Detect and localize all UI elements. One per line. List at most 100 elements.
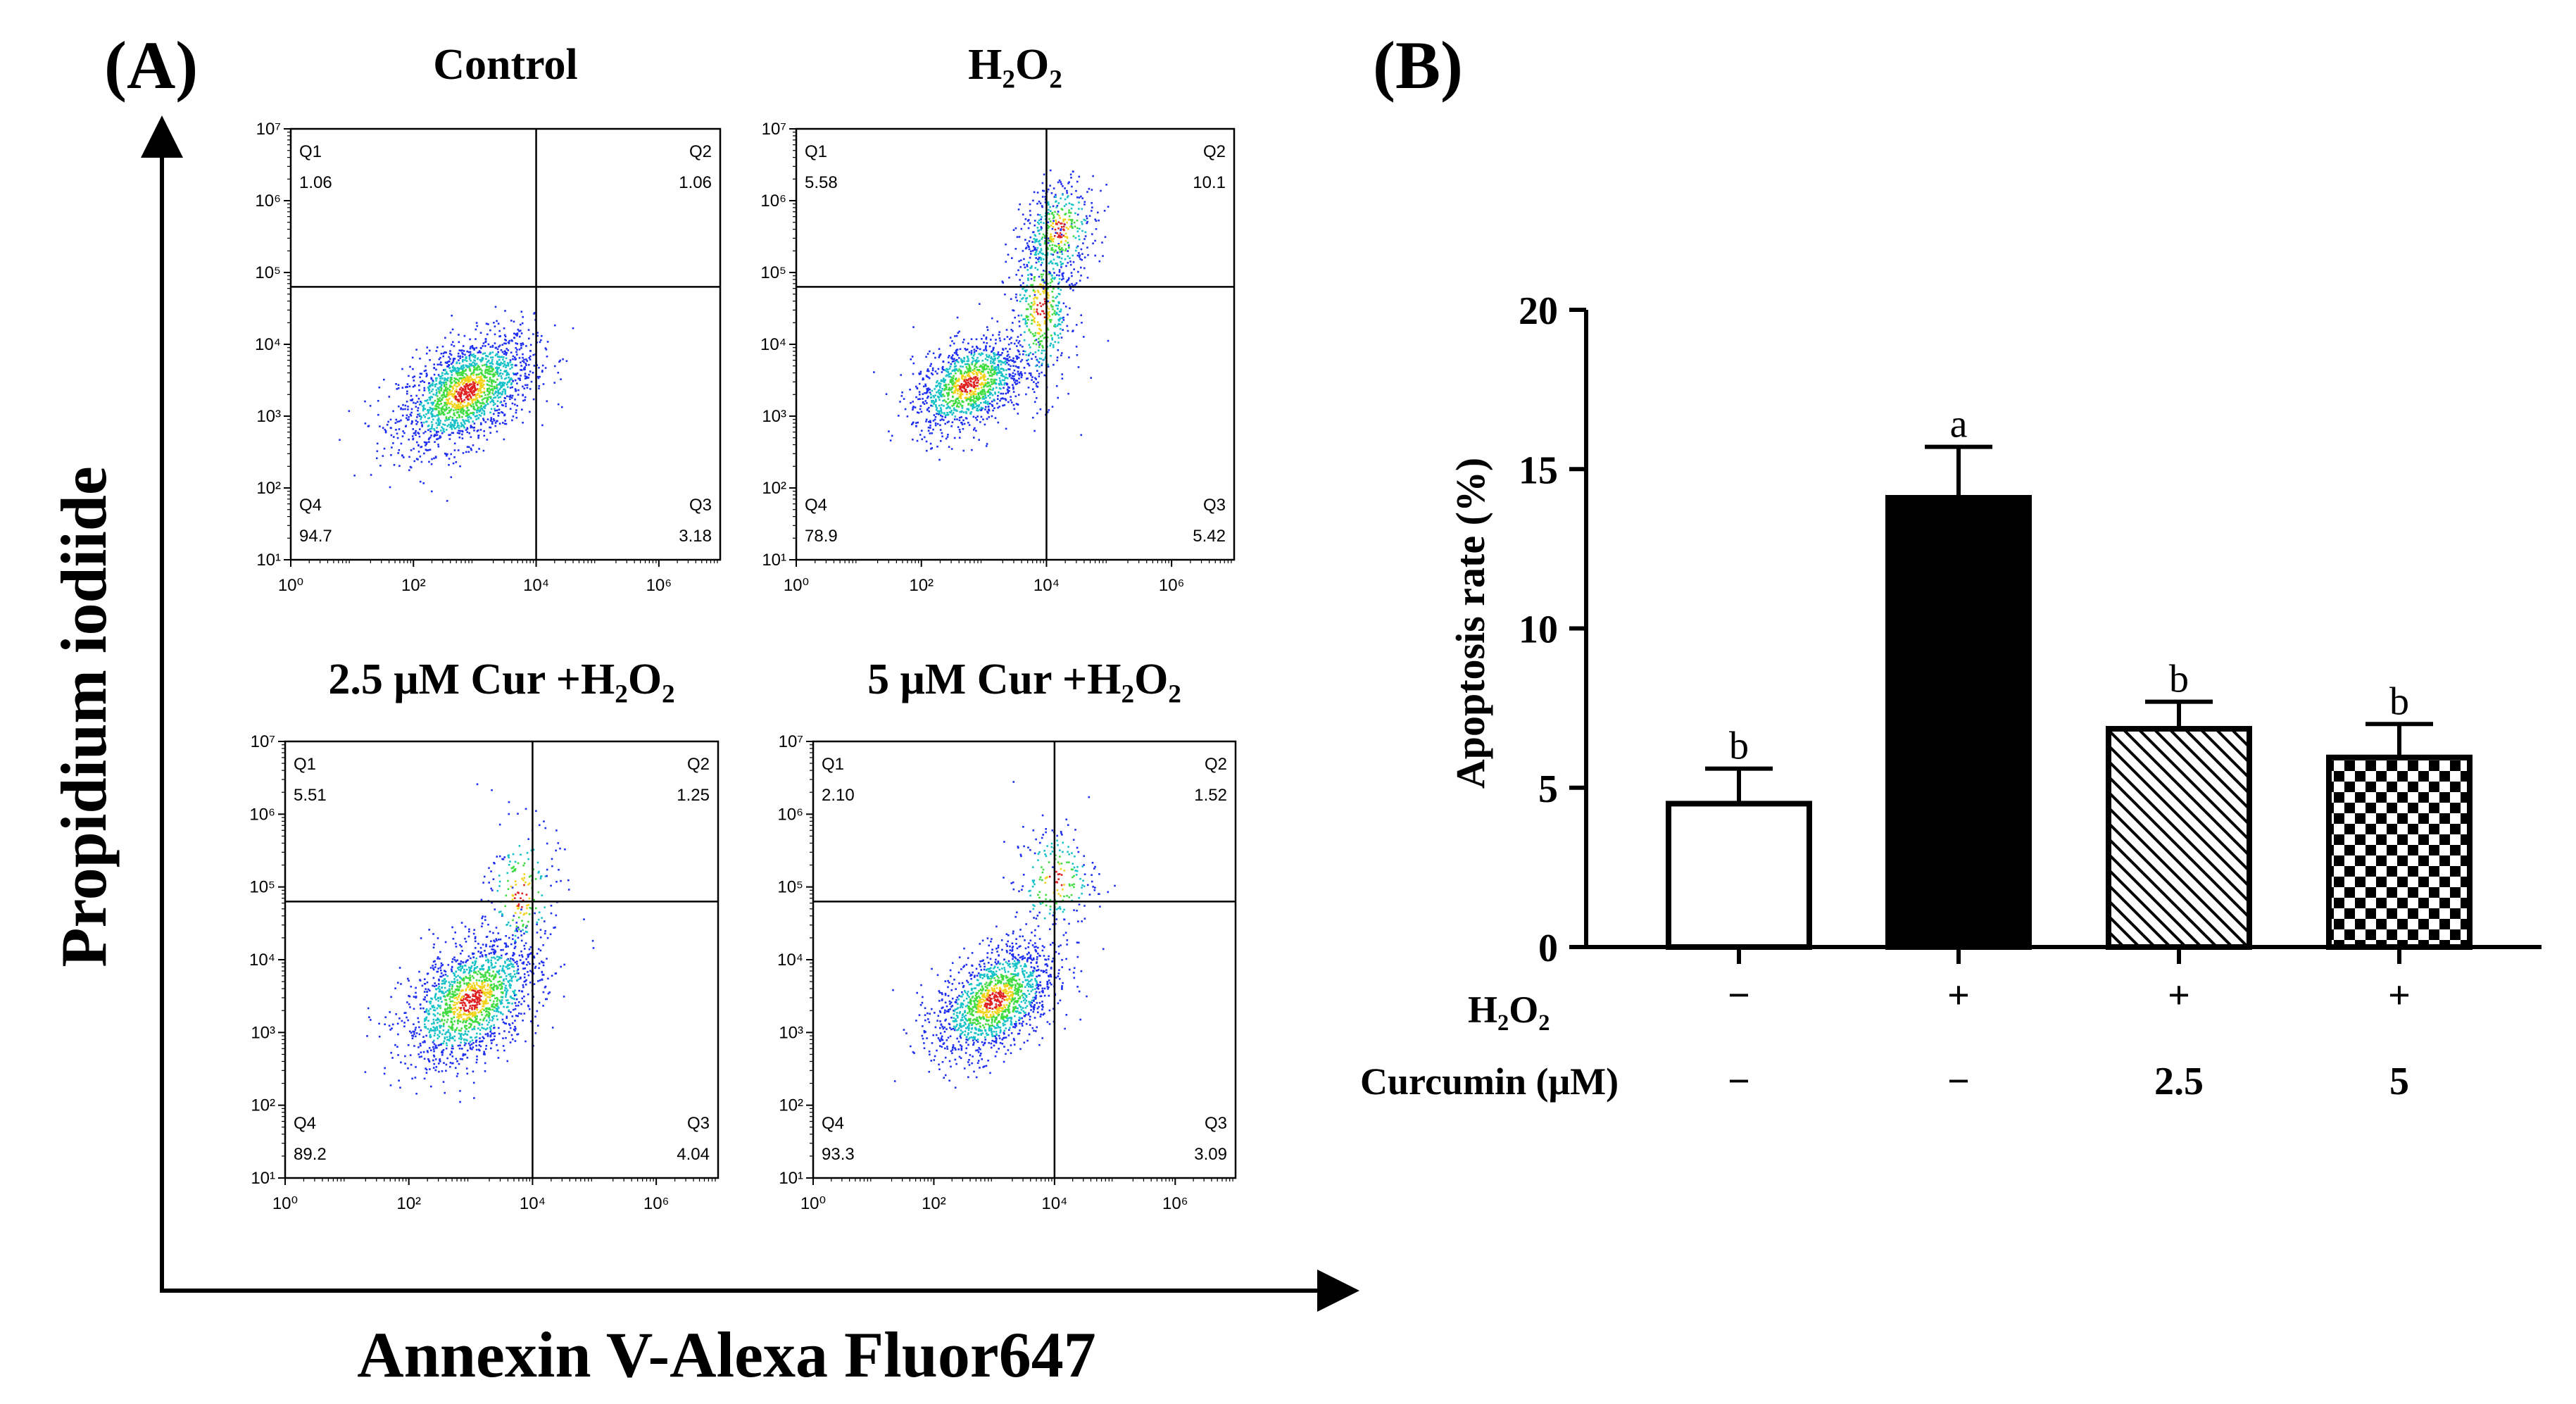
y-tick-label: 10³ <box>251 1023 275 1042</box>
panel-a-x-axis-label: Annexin V-Alexa Fluor647 <box>357 1319 1096 1391</box>
quadrant-name: Q3 <box>1205 1114 1227 1133</box>
quadrant-name: Q3 <box>689 496 712 515</box>
y-tick-label: 10⁶ <box>777 805 803 824</box>
x-tick-label: 10⁶ <box>1159 576 1185 595</box>
row-value: 2.5 <box>2154 1060 2204 1103</box>
row-h2o2-label: H₂O₂ <box>1468 989 1550 1031</box>
flow-plot-title: H₂O₂ <box>968 41 1062 89</box>
y-tick-label: 10³ <box>779 1023 803 1042</box>
quadrant-name: Q4 <box>822 1114 844 1133</box>
panel-a-label: (A) <box>104 27 198 103</box>
quadrant-percent: 5.58 <box>805 173 838 192</box>
flow-plots: Control Q1 1.06 Q2 1.06 Q3 3.18 Q4 94.7 10¹ 10² 10³… <box>249 41 1237 1213</box>
y-tick-label: 10¹ <box>251 1169 275 1188</box>
flow-dots <box>339 306 574 502</box>
quadrant-name: Q2 <box>689 142 712 161</box>
quadrant-percent: 3.18 <box>679 527 712 546</box>
x-tick-label: 10² <box>396 1194 421 1213</box>
quadrant-name: Q2 <box>1205 755 1227 774</box>
y-tick-label: 10² <box>256 479 281 498</box>
x-tick-label: 10⁴ <box>1041 1194 1067 1213</box>
quadrant-percent: 4.04 <box>677 1145 710 1164</box>
quadrant-percent: 1.06 <box>299 173 332 192</box>
quadrant-name: Q2 <box>687 755 710 774</box>
x-tick-label: 10² <box>401 576 426 595</box>
x-tick-label: 10² <box>922 1194 946 1213</box>
y-tick-label: 10⁵ <box>249 878 275 897</box>
y-tick-label: 10¹ <box>762 551 786 570</box>
y-tick-label: 10¹ <box>256 551 281 570</box>
y-tick-label: 10² <box>762 479 786 498</box>
y-tick-label: 10⁵ <box>255 263 281 282</box>
quadrant-percent: 1.25 <box>677 786 710 805</box>
flow-plot-title: 5 μM Cur +H₂O₂ <box>867 656 1181 703</box>
y-tick-label: 10⁵ <box>760 263 786 282</box>
quadrant-percent: 1.52 <box>1194 786 1227 805</box>
y-tick-label: 10² <box>251 1096 275 1115</box>
row-value: + <box>2168 974 2190 1017</box>
quadrant-name: Q4 <box>805 496 827 515</box>
quadrant-percent: 2.10 <box>822 786 855 805</box>
y-tick-label: 0 <box>1538 927 1558 970</box>
flow-plot-title: Control <box>433 41 578 89</box>
row-value: − <box>1728 974 1750 1017</box>
quadrant-percent: 5.51 <box>294 786 327 805</box>
x-tick-label: 10⁴ <box>520 1194 546 1213</box>
quadrant-percent: 3.09 <box>1194 1145 1227 1164</box>
significance-letter: b <box>2389 679 2409 723</box>
flow-plot: 5 μM Cur +H₂O₂ Q1 2.10 Q2 1.52 Q3 3.09 Q4 93.3 10… <box>777 656 1237 1213</box>
y-tick-label: 10⁴ <box>249 951 275 970</box>
row-value: 5 <box>2389 1060 2409 1103</box>
significance-letter: b <box>2169 658 2189 701</box>
y-tick-label: 10³ <box>762 407 786 426</box>
bar <box>1666 801 1812 950</box>
bar <box>2326 754 2473 950</box>
y-tick-label: 10⁷ <box>779 732 803 751</box>
quadrant-percent: 10.1 <box>1193 173 1226 192</box>
quadrant-name: Q4 <box>299 496 322 515</box>
y-tick-label: 10² <box>779 1096 803 1115</box>
flow-plot-title: 2.5 μM Cur +H₂O₂ <box>328 656 674 703</box>
quadrant-percent: 1.06 <box>679 173 712 192</box>
quadrant-name: Q1 <box>822 755 844 774</box>
bar <box>1885 494 2032 950</box>
y-tick-label: 10⁷ <box>256 120 281 139</box>
quadrant-percent: 89.2 <box>294 1145 327 1164</box>
row-value: − <box>1947 1060 1970 1103</box>
y-tick-label: 10 <box>1519 608 1558 652</box>
quadrant-name: Q2 <box>1203 142 1226 161</box>
y-tick-label: 10⁵ <box>777 878 803 897</box>
significance-letter: b <box>1729 725 1749 768</box>
bar <box>2106 726 2252 950</box>
flow-plot: Control Q1 1.06 Q2 1.06 Q3 3.18 Q4 94.7 10¹ 10² 10³… <box>255 41 722 595</box>
quadrant-name: Q3 <box>1203 496 1226 515</box>
y-tick-label: 10⁶ <box>255 192 281 211</box>
y-tick-label: 10⁷ <box>762 120 786 139</box>
flow-plot: 2.5 μM Cur +H₂O₂ Q1 5.51 Q2 1.25 Q3 4.04 Q4 89.2… <box>249 656 720 1213</box>
y-tick-label: 10³ <box>256 407 281 426</box>
quadrant-name: Q3 <box>687 1114 710 1133</box>
quadrant-name: Q1 <box>294 755 316 774</box>
row-curcumin-label: Curcumin (μM) <box>1360 1060 1619 1103</box>
y-tick-label: 10⁴ <box>777 951 803 970</box>
flow-dots <box>892 781 1116 1089</box>
y-tick-label: 5 <box>1538 767 1558 811</box>
row-value: − <box>1728 1060 1750 1103</box>
y-tick-label: 10¹ <box>779 1169 803 1188</box>
x-tick-label: 10⁶ <box>1162 1194 1188 1213</box>
y-tick-label: 15 <box>1519 449 1558 492</box>
x-tick-label: 10⁶ <box>643 1194 670 1213</box>
panel-b-y-axis-label: Apoptosis rate (%) <box>1447 458 1493 789</box>
flow-plot-frame <box>812 740 1237 1179</box>
y-tick-label: 20 <box>1519 289 1558 333</box>
panel-b-label: (B) <box>1373 27 1463 103</box>
y-tick-label: 10⁶ <box>760 192 786 211</box>
x-tick-label: 10⁰ <box>800 1194 826 1213</box>
quadrant-percent: 94.7 <box>299 527 332 546</box>
flow-plot: H₂O₂ Q1 5.58 Q2 10.1 Q3 5.42 Q4 78.9 10¹ 10² 10³ 10⁴… <box>760 41 1236 595</box>
row-values: − + + + − − 2.5 5 <box>1728 974 2411 1103</box>
flow-dots <box>364 783 595 1103</box>
panel-a-y-axis-label: Propidium iodiide <box>48 466 120 967</box>
flow-plot-frame <box>284 740 720 1179</box>
